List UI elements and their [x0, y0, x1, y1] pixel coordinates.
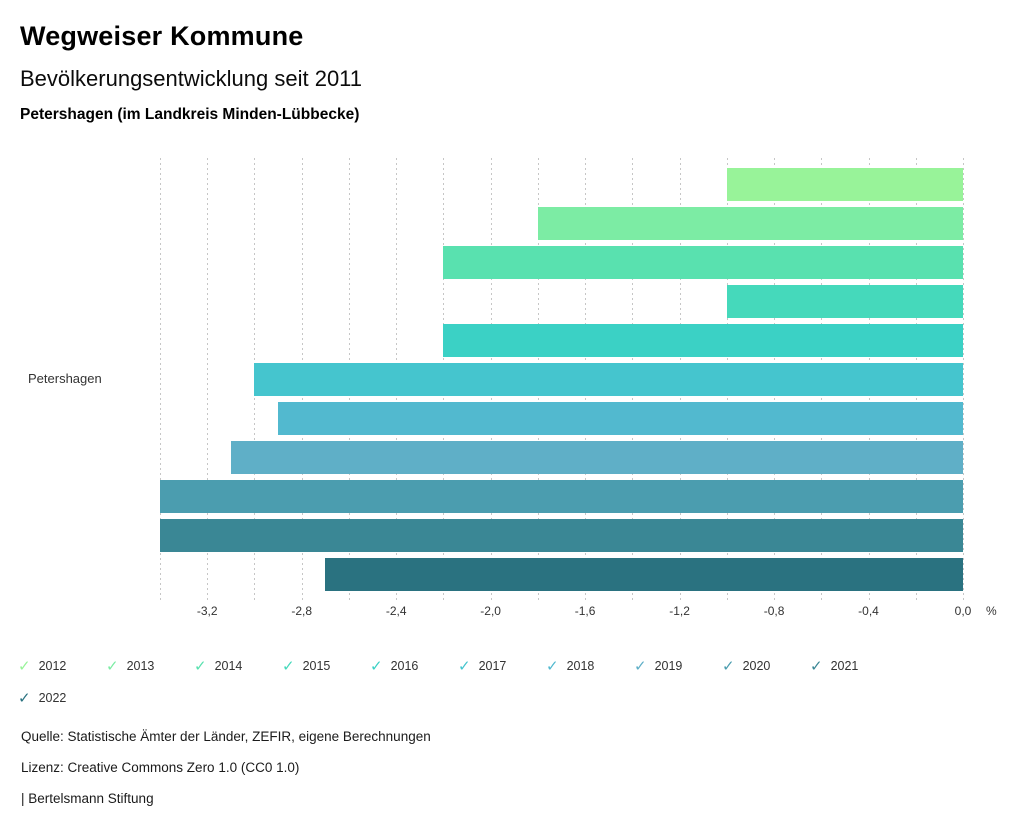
region-label: Petershagen (im Landkreis Minden-Lübbeck…	[20, 106, 360, 123]
legend-year-label: 2018	[566, 659, 595, 673]
x-tick-label: -1,2	[669, 604, 690, 618]
legend-item-2018[interactable]: ✓ 2018	[546, 656, 634, 676]
bar-2016[interactable]	[443, 324, 963, 357]
legend-item-2014[interactable]: ✓ 2014	[194, 656, 282, 676]
checkmark-icon: ✓	[458, 657, 471, 675]
x-tick-label: -3,2	[196, 604, 218, 618]
legend-item-2012[interactable]: ✓ 2012	[18, 656, 106, 676]
legend-item-2015[interactable]: ✓ 2015	[282, 656, 370, 676]
legend-year-label: 2022	[38, 691, 67, 705]
legend-item-2020[interactable]: ✓ 2020	[722, 656, 810, 676]
bar-2022[interactable]	[325, 558, 963, 591]
x-axis-unit-label: %	[986, 604, 997, 618]
bar-2020[interactable]	[160, 480, 963, 513]
checkmark-icon: ✓	[18, 657, 31, 675]
legend-item-2022[interactable]: ✓ 2022	[18, 688, 106, 708]
bar-2018[interactable]	[278, 402, 963, 435]
legend-item-2019[interactable]: ✓ 2019	[634, 656, 722, 676]
legend-year-label: 2020	[742, 659, 771, 673]
x-tick-label: -2,8	[291, 604, 313, 618]
bar-2015[interactable]	[726, 285, 963, 318]
legend-year-label: 2016	[390, 659, 419, 673]
legend-year-label: 2017	[478, 659, 507, 673]
footer-source: Quelle: Statistische Ämter der Länder, Z…	[21, 729, 431, 744]
x-tick-label: -1,6	[574, 604, 596, 618]
y-axis-category-label: Petershagen	[28, 371, 102, 386]
x-axis: % -3,2 -2,8 -2,4 -2,0 -1,6 -1,2 -0,8 -0,4 0,0	[160, 604, 997, 624]
footer-attribution: | Bertelsmann Stiftung	[21, 791, 154, 806]
checkmark-icon: ✓	[18, 689, 31, 707]
page-title: Wegweiser Kommune	[20, 21, 304, 51]
x-tick-label: -2,0	[480, 604, 501, 618]
plot-area	[160, 158, 964, 601]
bar-2012[interactable]	[726, 168, 963, 201]
checkmark-icon: ✓	[722, 657, 735, 675]
x-tick-label: -0,8	[763, 604, 785, 618]
bar-2019[interactable]	[230, 441, 963, 474]
legend-item-2017[interactable]: ✓ 2017	[458, 656, 546, 676]
x-tick-label: -0,4	[858, 604, 879, 618]
checkmark-icon: ✓	[810, 657, 823, 675]
gridline	[160, 158, 161, 601]
checkmark-icon: ✓	[194, 657, 207, 675]
chart-subtitle: Bevölkerungsentwicklung seit 2011	[20, 66, 363, 91]
legend-item-2013[interactable]: ✓ 2013	[106, 656, 194, 676]
bar-2013[interactable]	[537, 207, 963, 240]
checkmark-icon: ✓	[546, 657, 559, 675]
legend-year-label: 2021	[830, 659, 859, 673]
bar-2017[interactable]	[254, 363, 963, 396]
checkmark-icon: ✓	[634, 657, 647, 675]
x-tick-label: -2,4	[385, 604, 407, 618]
footer-license: Lizenz: Creative Commons Zero 1.0 (CC0 1…	[21, 760, 300, 775]
legend-year-label: 2014	[214, 659, 243, 673]
gridline	[207, 158, 209, 601]
checkmark-icon: ✓	[282, 657, 295, 675]
legend-year-label: 2019	[654, 659, 683, 673]
legend-item-2021[interactable]: ✓ 2021	[810, 656, 898, 676]
bar-2014[interactable]	[443, 246, 963, 279]
gridline	[963, 158, 964, 601]
bar-2021[interactable]	[160, 519, 963, 552]
checkmark-icon: ✓	[370, 657, 383, 675]
checkmark-icon: ✓	[106, 657, 119, 675]
legend-year-label: 2012	[38, 659, 67, 673]
legend-year-label: 2015	[302, 659, 331, 673]
legend-year-label: 2013	[126, 659, 155, 673]
x-tick-label: 0,0	[954, 604, 972, 618]
legend: ✓ 2012 ✓ 2013 ✓ 2014 ✓ 2015 ✓ 2016 ✓ 2017 ✓ 2018 ✓ 2019…	[18, 656, 908, 708]
legend-item-2016[interactable]: ✓ 2016	[370, 656, 458, 676]
